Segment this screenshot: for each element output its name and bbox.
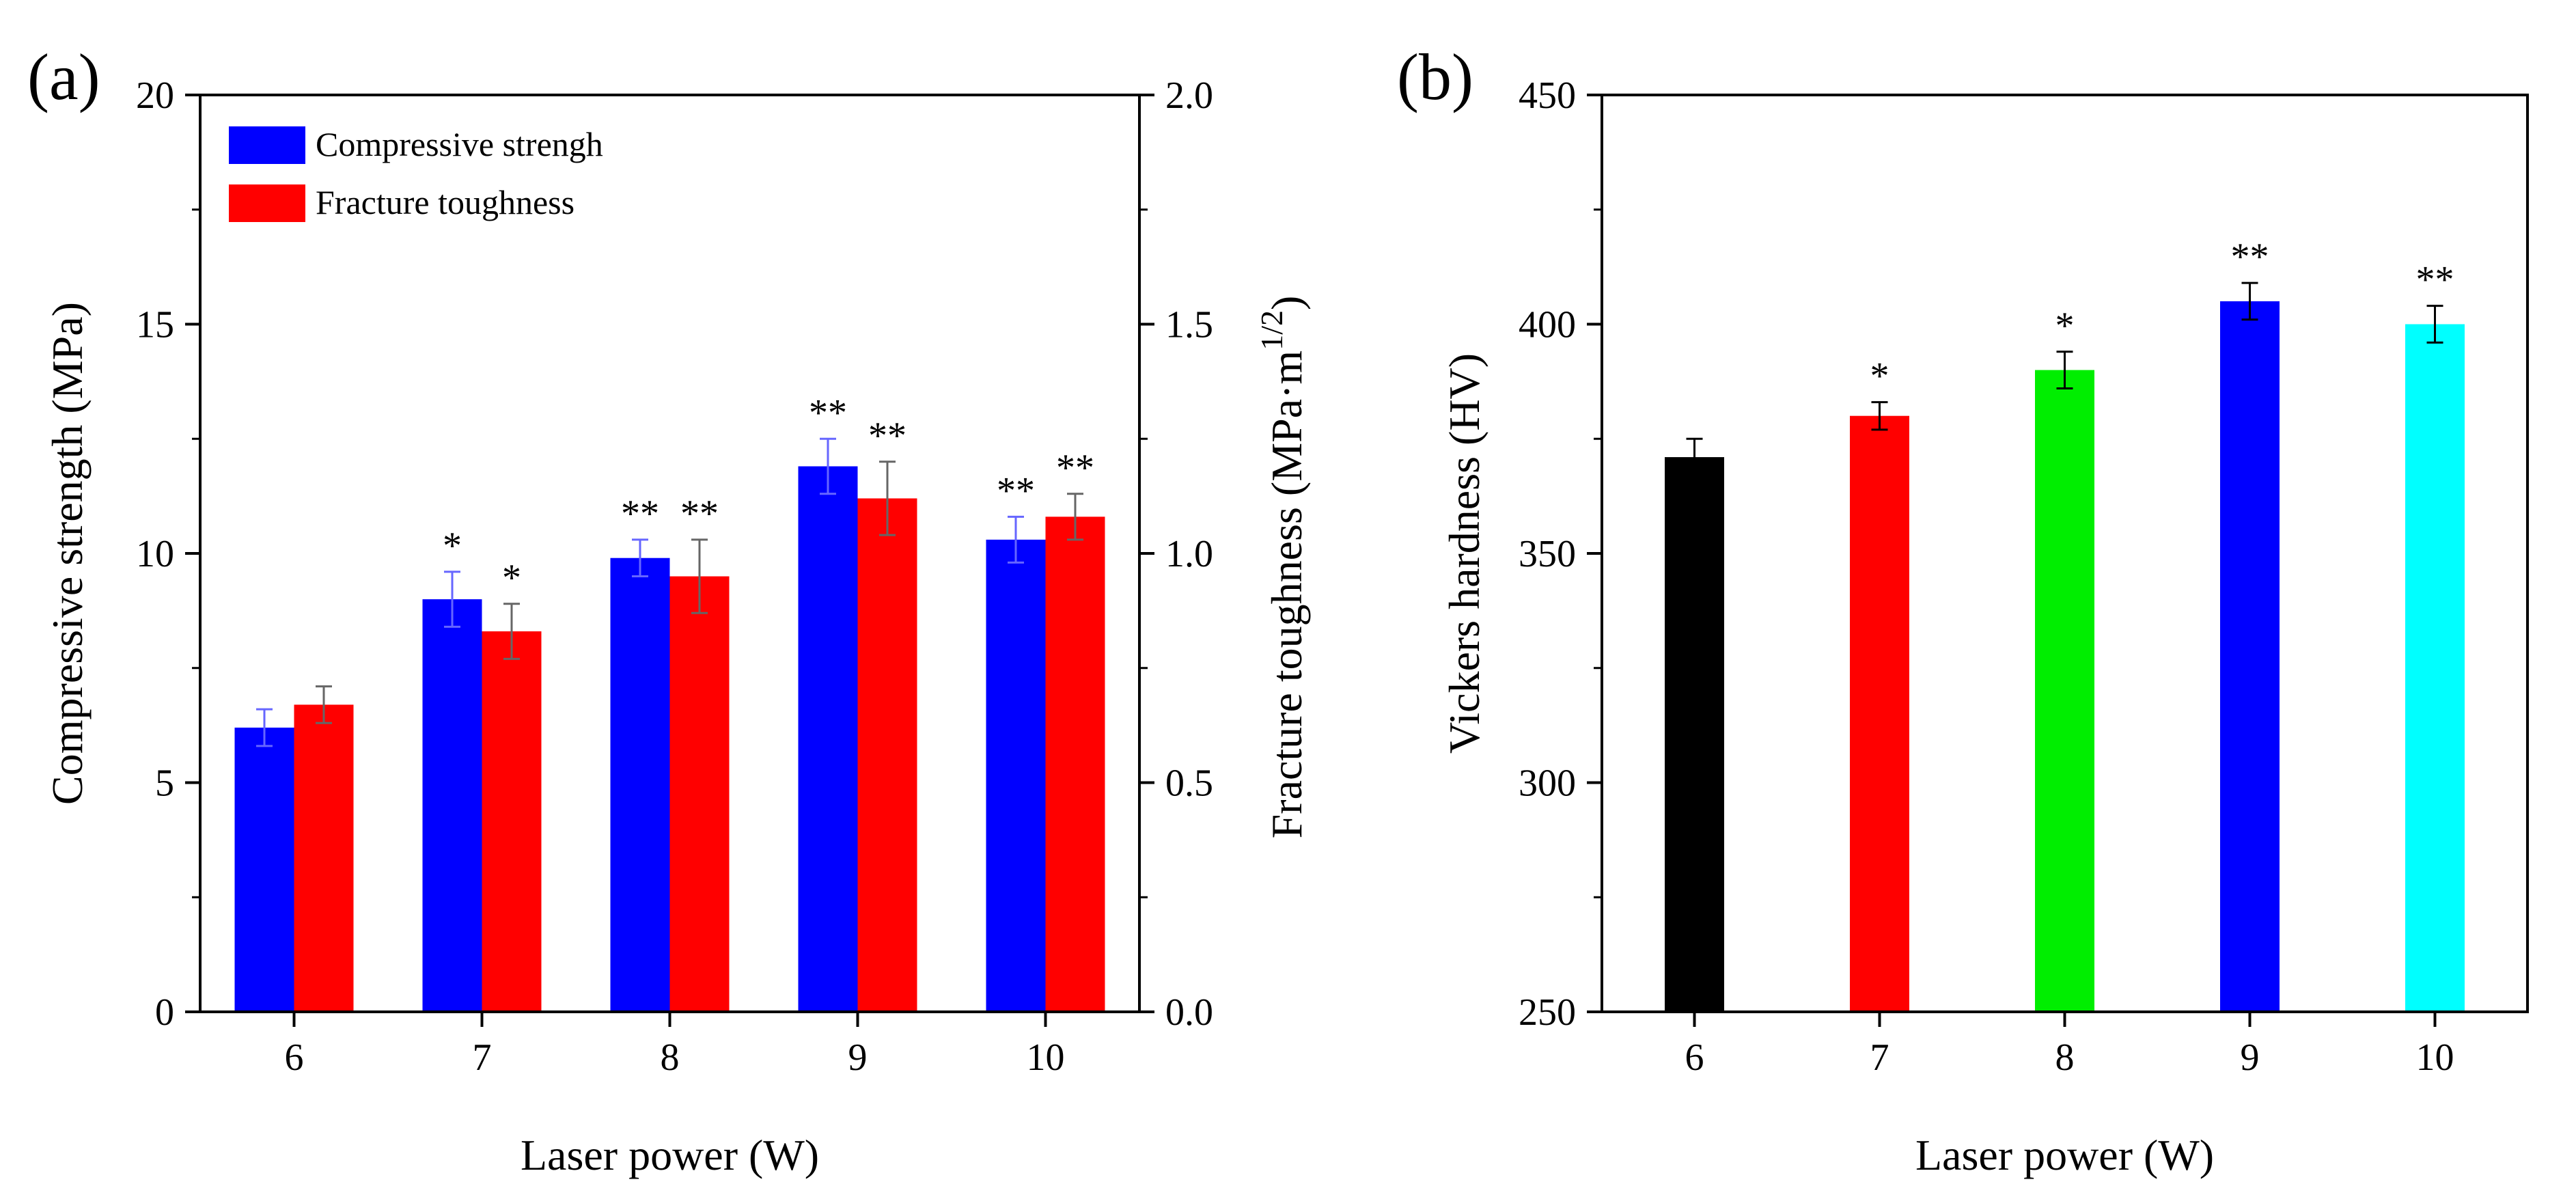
x-tick-label: 7 [473, 1036, 492, 1079]
bar-vickers-hardness [1665, 457, 1724, 1012]
y-tick-label: 5 [155, 762, 174, 805]
legend-label-compressive-strength: Compressive strengh [316, 125, 603, 163]
significance-marker: ** [2231, 236, 2269, 278]
panel-b-x-axis-title: Laser power (W) [1915, 1131, 2214, 1179]
bar-compressive-strength [234, 727, 294, 1012]
panel-b-axes: 6 7 8 9 10 250 300 350 400 450 [1519, 74, 2454, 1079]
significance-marker: ** [621, 493, 659, 535]
y2-tick-label: 1.5 [1165, 304, 1213, 346]
legend-swatch-compressive-strength [229, 126, 305, 164]
y2-tick-label: 2.0 [1165, 74, 1213, 117]
panel-a-legend: Compressive strengh Fracture toughness [229, 125, 603, 222]
significance-marker: ** [1056, 447, 1094, 489]
bar-fracture-toughness [669, 576, 730, 1012]
y-tick-label: 10 [136, 533, 174, 575]
x-tick-label: 8 [661, 1036, 680, 1079]
significance-marker: ** [809, 391, 847, 434]
significance-marker: * [2055, 305, 2075, 347]
bar-compressive-strength [422, 599, 482, 1012]
significance-marker: * [502, 557, 521, 599]
legend-label-fracture-toughness: Fracture toughness [316, 183, 574, 221]
panel-a-y2-axis-title-main: Fracture toughness (MPa·m [1262, 350, 1311, 839]
panel-a-y2-axis-title-sup: 1/2 [1254, 310, 1289, 350]
significance-marker: ** [997, 469, 1035, 512]
x-tick-label: 10 [2416, 1036, 2454, 1079]
bar-vickers-hardness [1850, 415, 1909, 1012]
y-tick-label: 300 [1519, 762, 1576, 805]
panel-a-y2-axis-title-close: ) [1262, 296, 1311, 310]
panel-a-y-axis-title: Compressive strength (MPa) [43, 302, 92, 805]
x-tick-label: 10 [1027, 1036, 1065, 1079]
x-tick-label: 9 [2241, 1036, 2260, 1079]
x-tick-label: 6 [1685, 1036, 1704, 1079]
y-tick-label: 20 [136, 74, 174, 117]
bar-fracture-toughness [1045, 517, 1105, 1012]
y-tick-label: 15 [136, 304, 174, 346]
panel-a-label: (a) [27, 40, 100, 113]
panel-a-chart: (a) **** ********** 6 7 8 9 10051015200.00.51… [27, 40, 1311, 1179]
panel-b-label: (b) [1397, 40, 1473, 113]
panel-a-bars: **** ********** [234, 391, 1105, 1012]
y-tick-label: 400 [1519, 304, 1576, 346]
bar-vickers-hardness [2220, 301, 2280, 1013]
bar-vickers-hardness [2035, 370, 2094, 1012]
panel-a-y2-axis-title: Fracture toughness (MPa·m1/2) [1254, 296, 1311, 839]
x-tick-label: 9 [848, 1036, 868, 1079]
panel-b-bars: ****** [1665, 236, 2465, 1013]
y-tick-label: 350 [1519, 533, 1576, 575]
bar-fracture-toughness [294, 704, 354, 1012]
x-tick-label: 7 [1870, 1036, 1889, 1079]
bar-vickers-hardness [2405, 324, 2465, 1012]
panel-a-x-axis-title: Laser power (W) [521, 1131, 819, 1179]
panel-b-y-axis-title: Vickers hardness (HV) [1440, 353, 1488, 754]
y-tick-label: 250 [1519, 991, 1576, 1034]
significance-marker: ** [2416, 259, 2454, 301]
y2-tick-label: 0.0 [1165, 991, 1213, 1034]
bar-compressive-strength [986, 539, 1046, 1012]
bar-fracture-toughness [482, 631, 542, 1012]
bar-compressive-strength [610, 558, 670, 1012]
y2-tick-label: 1.0 [1165, 533, 1213, 575]
significance-marker: * [1870, 355, 1889, 398]
significance-marker: ** [680, 493, 719, 535]
bar-fracture-toughness [857, 498, 917, 1012]
y2-tick-label: 0.5 [1165, 762, 1213, 805]
x-tick-label: 8 [2055, 1036, 2075, 1079]
panel-a-axes: 6 7 8 9 10 0 5 10 15 20 0.0 0.5 1.0 1.5 2.0 [136, 74, 1213, 1079]
y-tick-label: 450 [1519, 74, 1576, 117]
bar-compressive-strength [798, 466, 858, 1012]
significance-marker: ** [868, 415, 906, 457]
legend-swatch-fracture-toughness [229, 184, 305, 222]
significance-marker: * [443, 525, 462, 567]
x-tick-label: 6 [285, 1036, 304, 1079]
y-tick-label: 0 [155, 991, 174, 1034]
